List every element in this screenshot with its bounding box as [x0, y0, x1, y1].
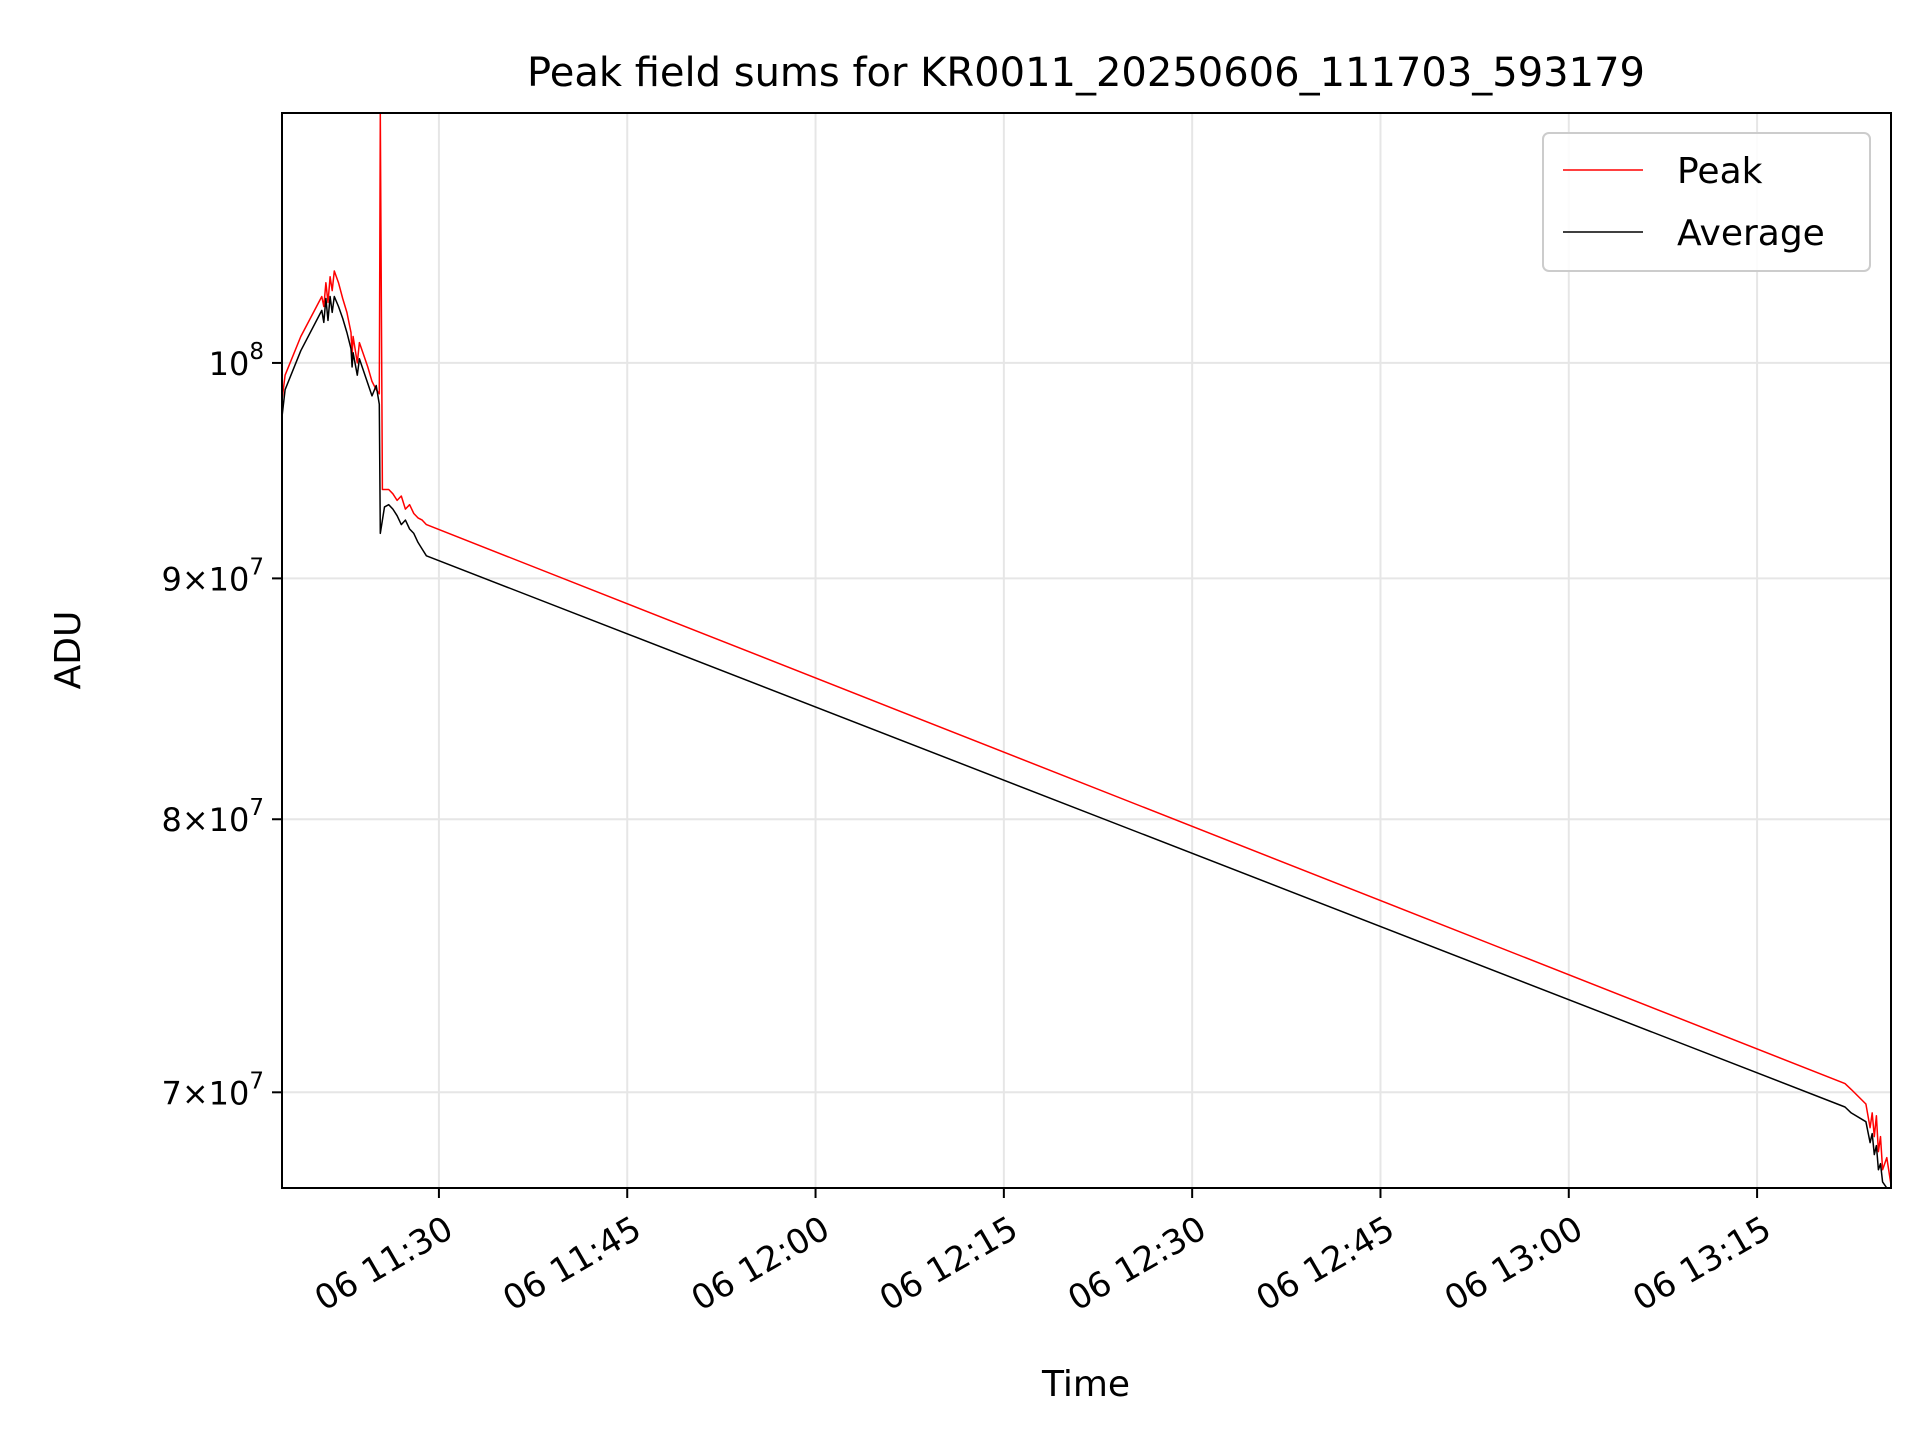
- legend: Peak Average: [1542, 132, 1871, 272]
- y-tick-label: 9×107: [161, 554, 264, 598]
- legend-label-peak: Peak: [1677, 151, 1763, 192]
- y-tick-label: 7×107: [161, 1068, 264, 1112]
- series-lines: [281, 112, 1892, 1189]
- series-line-average: [281, 295, 1891, 1189]
- legend-box: [1542, 132, 1871, 272]
- y-tick-label: 8×107: [161, 795, 264, 839]
- series-line-peak: [281, 112, 1892, 1186]
- y-axis-label: ADU: [48, 611, 89, 690]
- legend-label-average: Average: [1677, 213, 1825, 254]
- chart-title: Peak field sums for KR0011_20250606_1117…: [527, 50, 1645, 96]
- plot-area-frame: [281, 112, 1892, 1189]
- grid-lines: [282, 113, 1891, 1188]
- x-axis-label: Time: [1041, 1364, 1130, 1405]
- y-tick-label: 108: [209, 339, 264, 383]
